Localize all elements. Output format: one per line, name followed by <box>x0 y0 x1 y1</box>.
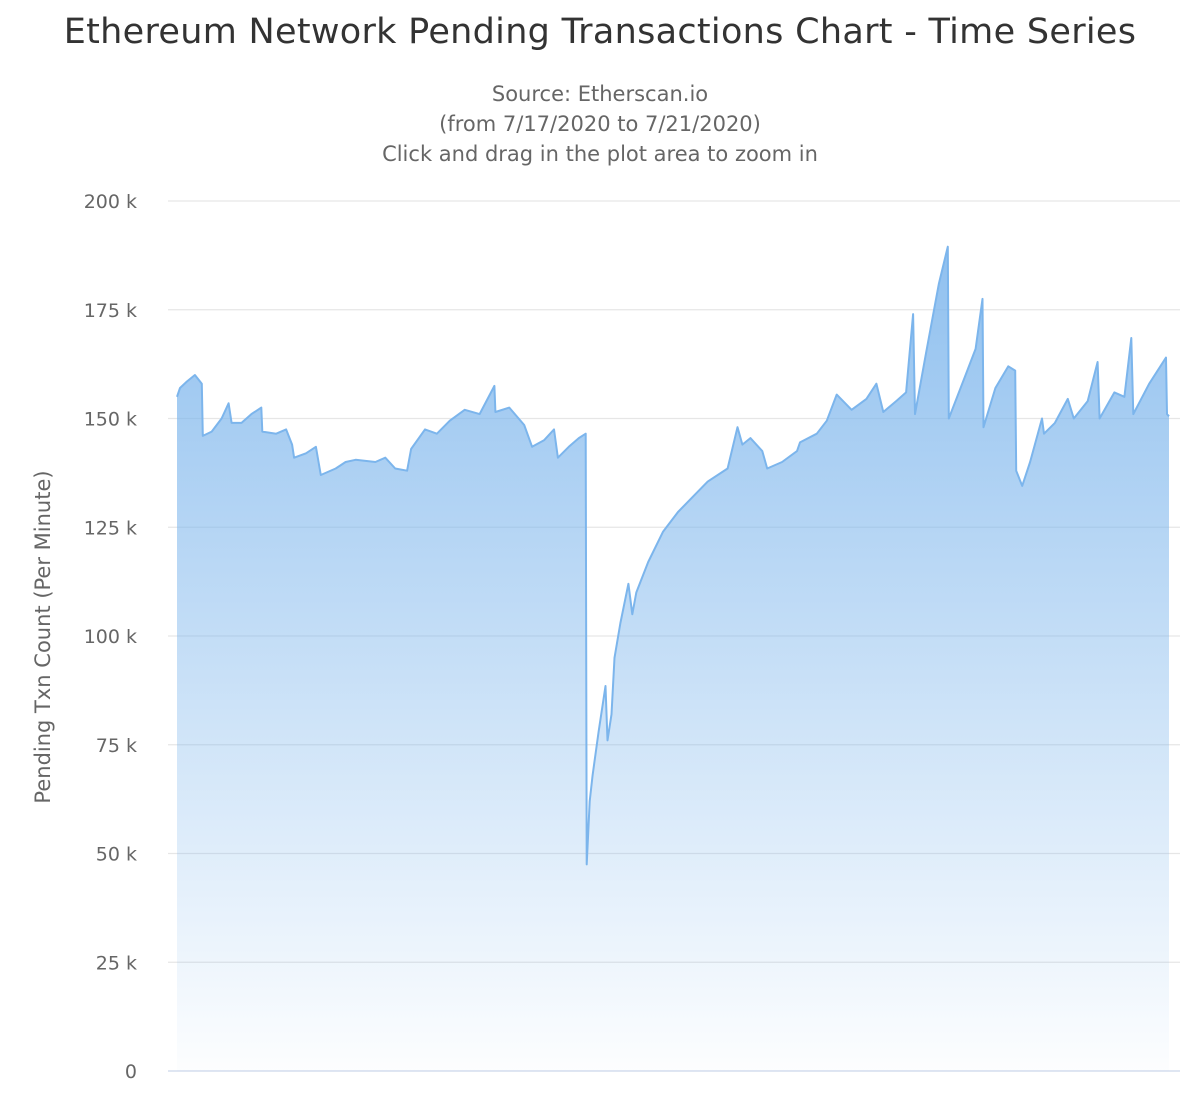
series-line[interactable] <box>176 245 1170 866</box>
plot-area[interactable] <box>176 245 1170 1071</box>
chart-title: Ethereum Network Pending Transactions Ch… <box>63 12 1137 52</box>
y-tick-label: 175 k <box>84 300 137 322</box>
y-axis-tick-labels: 0 25 k 50 k 75 k 100 k 125 k 150 k 175 k 200 k <box>84 191 137 1083</box>
y-tick-label: 0 <box>125 1061 137 1083</box>
y-tick-label: 200 k <box>84 191 137 213</box>
chart-subtitle-source: Source: Etherscan.io <box>491 82 709 106</box>
y-tick-label: 150 k <box>84 409 137 431</box>
y-tick-label: 100 k <box>84 626 137 648</box>
chart-subtitle-zoom-hint: Click and drag in the plot area to zoom … <box>382 142 818 166</box>
y-tick-label: 125 k <box>84 517 137 539</box>
y-tick-label: 75 k <box>96 735 137 757</box>
chart-subtitle-date-range: (from 7/17/2020 to 7/21/2020) <box>439 112 761 136</box>
y-tick-label: 50 k <box>96 844 137 866</box>
series-area-fill[interactable] <box>177 246 1169 1071</box>
y-axis-title: Pending Txn Count (Per Minute) <box>31 470 55 803</box>
y-tick-label: 25 k <box>96 952 137 974</box>
